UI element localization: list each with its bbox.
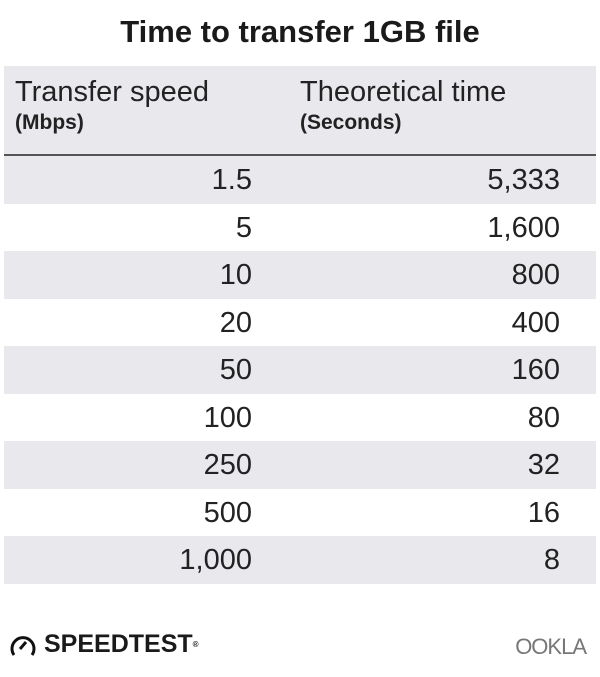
speed-cell: 500 — [203, 496, 252, 529]
speed-cell: 20 — [219, 306, 252, 339]
ookla-logo: OOKLA — [515, 634, 587, 659]
time-cell: 32 — [527, 449, 560, 481]
table-row: 20 400 — [4, 299, 596, 347]
table-row: 100 80 — [4, 394, 596, 442]
table-row: 250 32 — [4, 441, 596, 489]
speed-cell: 1.5 — [211, 164, 252, 196]
time-cell: 800 — [511, 259, 560, 291]
table-row: 1.5 5,333 — [4, 156, 596, 204]
time-cell: 80 — [527, 401, 560, 434]
column-label: Transfer speed — [15, 76, 209, 108]
time-cell: 400 — [511, 306, 560, 339]
column-header-time: Theoretical time (Seconds) — [300, 76, 506, 135]
column-unit: (Mbps) — [15, 111, 84, 134]
speed-cell: 50 — [219, 354, 252, 386]
table-row: 1,000 8 — [4, 536, 596, 584]
table-row: 50 160 — [4, 346, 596, 394]
page-title: Time to transfer 1GB file — [120, 14, 480, 49]
column-unit: (Seconds) — [300, 111, 402, 134]
table-header: Transfer speed (Mbps) Theoretical time (Se… — [4, 66, 596, 156]
table-body: 1.5 5,333 5 1,600 10 800 20 400 50 160 100 80 250 32 5… — [4, 156, 596, 584]
table-row: 10 800 — [4, 251, 596, 299]
speedometer-icon — [10, 635, 36, 656]
column-label: Theoretical time — [300, 76, 507, 108]
column-header-speed: Transfer speed (Mbps) — [15, 76, 209, 135]
data-table: Transfer speed (Mbps) Theoretical time (Se… — [4, 66, 596, 584]
speed-cell: 250 — [203, 449, 252, 481]
speedtest-wordmark: SPEEDTEST — [44, 630, 193, 658]
table-row: 5 1,600 — [4, 204, 596, 252]
time-cell: 160 — [511, 354, 560, 386]
time-cell: 8 — [543, 544, 560, 576]
speed-cell: 5 — [235, 211, 252, 244]
speed-cell: 10 — [219, 259, 252, 291]
speed-cell: 100 — [203, 401, 252, 434]
time-cell: 5,333 — [487, 164, 560, 196]
table-row: 500 16 — [4, 489, 596, 537]
speedtest-logo: SPEEDTEST ® — [8, 630, 199, 659]
time-cell: 16 — [527, 496, 560, 529]
time-cell: 1,600 — [487, 211, 560, 244]
speed-cell: 1,000 — [179, 544, 252, 576]
